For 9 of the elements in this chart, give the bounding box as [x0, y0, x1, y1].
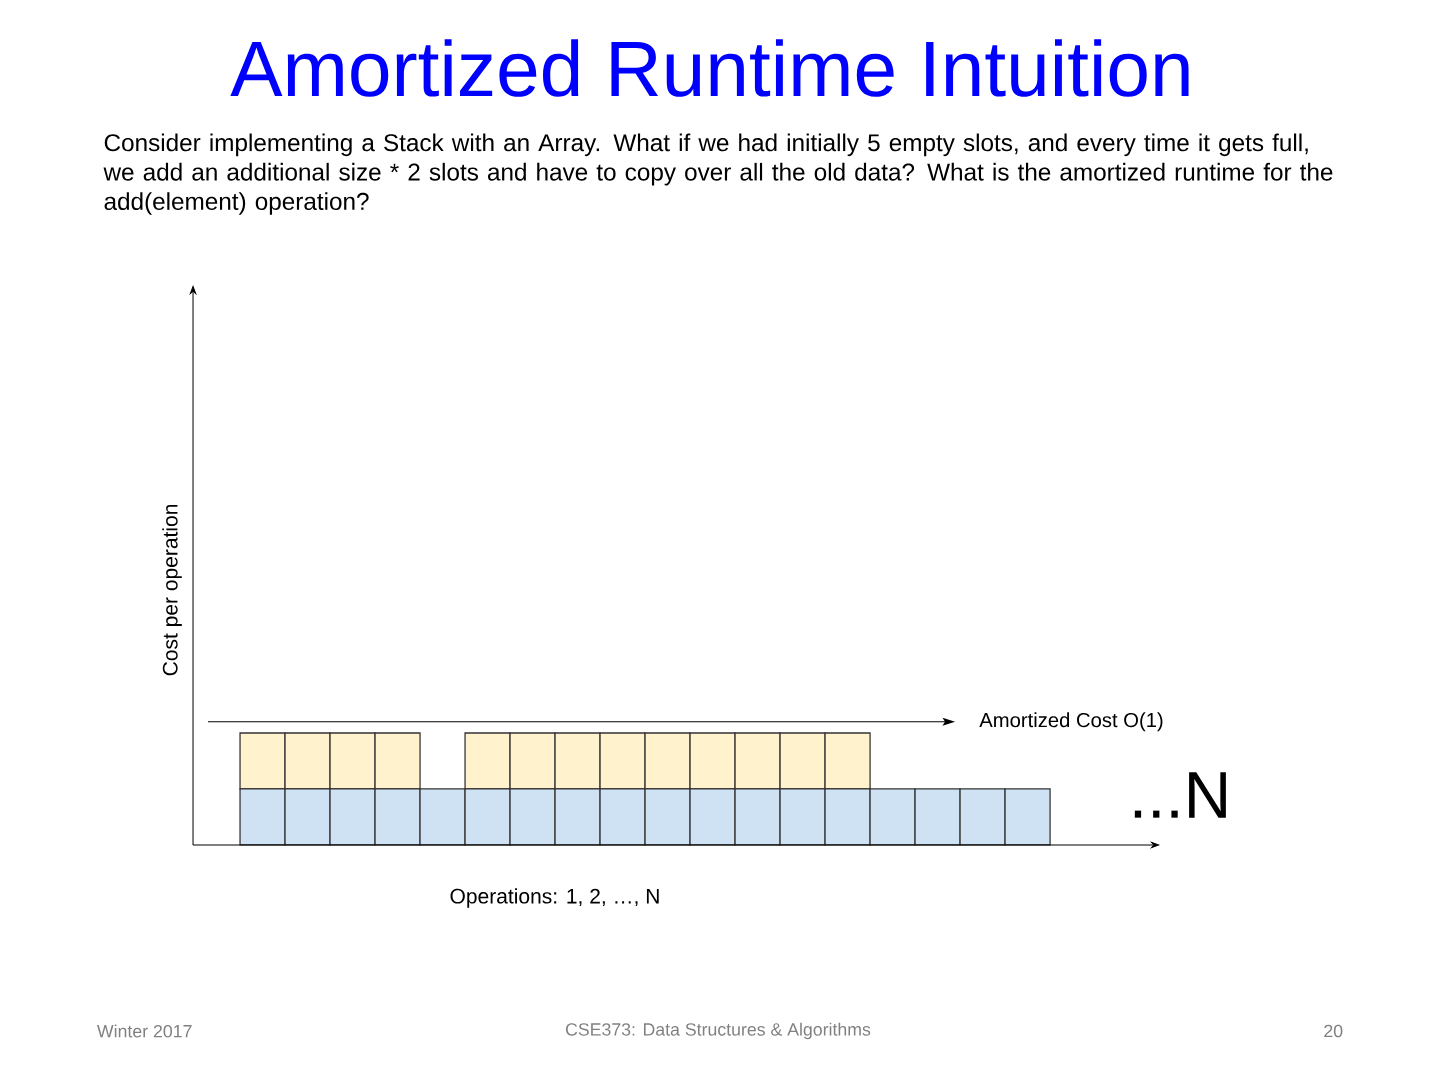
chart-subtitle: Consider implementing a Stack with an Array. What if we had initially 5 empty slots, and every time it gets full, we add an additional size * 2 slots and have to copy over all the old data? What is the amortized runtime for the add(element) operation?: [103, 133, 1333, 215]
text: ...N: [1134, 772, 1226, 818]
text: 20: [1324, 1024, 1343, 1038]
text: Winter 2017: [97, 1024, 192, 1038]
ref-line-label: Amortized Cost O(1): [979, 712, 1163, 732]
y-axis-title: Cost per operation: [162, 504, 182, 676]
x-axis-title: Operations: 1, 2, …, N: [450, 888, 659, 908]
chart-title: Amortized Runtime Intuition: [230, 39, 1189, 97]
text: CSE373: Data Structures & Algorithms: [565, 1022, 871, 1040]
